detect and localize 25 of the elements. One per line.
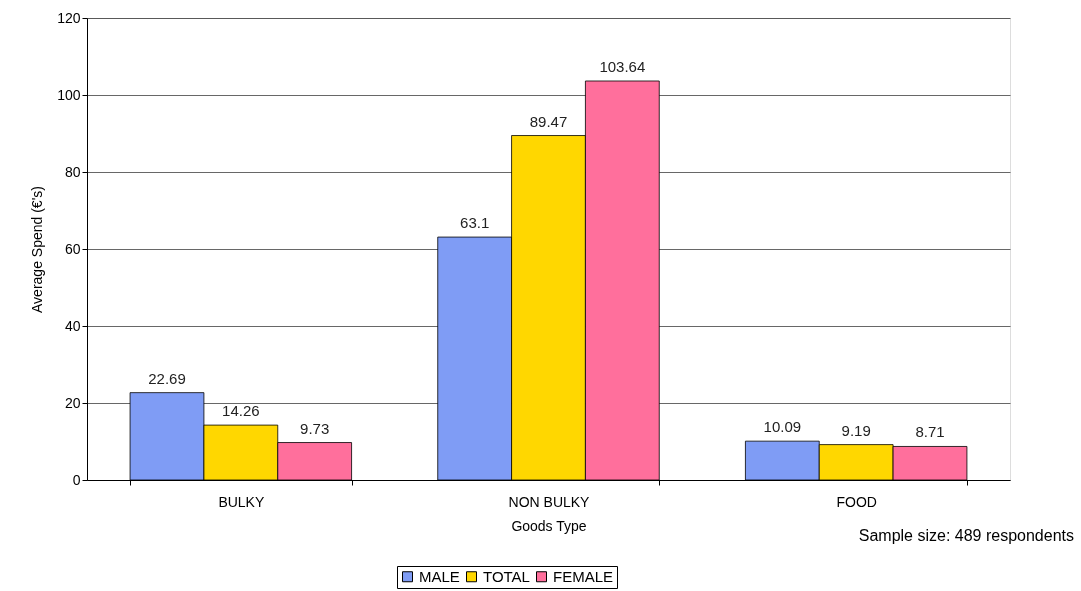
x-tick-label: FOOD [836,493,877,510]
legend-label: TOTAL [483,567,530,585]
y-tick-label: 100 [57,86,81,103]
data-label: 10.09 [763,418,802,436]
x-tick-label: NON BULKY [508,493,591,510]
y-tick-label: 120 [57,9,81,26]
data-label: 9.19 [841,421,871,439]
y-tick-label: 60 [64,240,81,257]
y-axis-title: Average Spend (€'s) [29,186,46,313]
data-label: 8.71 [915,423,945,441]
y-tick-label: 80 [64,163,81,180]
data-label: 63.1 [460,214,490,232]
legend-label: MALE [419,567,460,585]
data-label: 22.69 [148,369,186,387]
y-tick-label: 20 [64,394,81,411]
data-label: 103.64 [599,57,646,75]
y-tick-label: 40 [64,317,81,334]
x-tick-label: BULKY [218,493,265,510]
legend-label: FEMALE [553,567,614,585]
x-axis-title: Goods Type [511,517,587,534]
data-label: 89.47 [529,112,568,130]
data-label: 9.73 [300,419,330,437]
text: Sample size: 489 respondents [858,527,1074,544]
data-label: 14.26 [222,402,260,420]
y-tick-label: 0 [72,471,81,488]
